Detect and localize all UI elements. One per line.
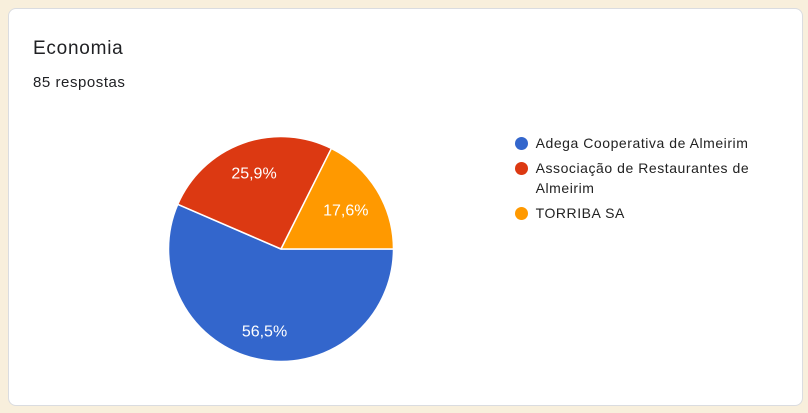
svg-text:56,5%: 56,5% — [242, 323, 287, 340]
svg-text:25,9%: 25,9% — [231, 166, 276, 183]
svg-text:17,6%: 17,6% — [323, 203, 368, 220]
